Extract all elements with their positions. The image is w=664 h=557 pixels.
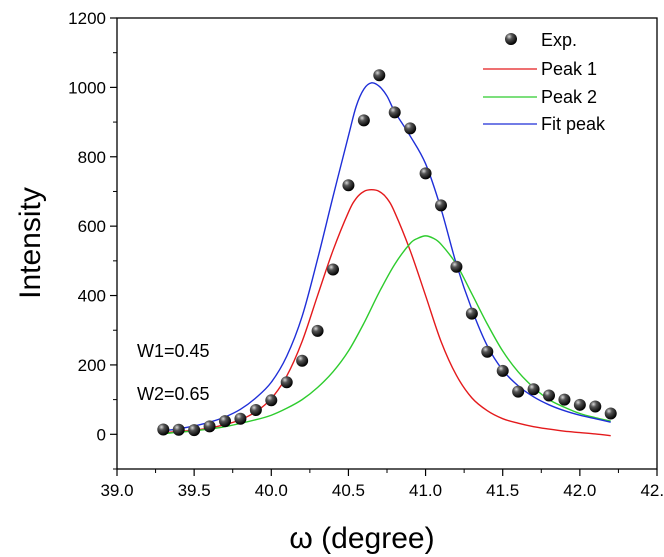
x-tick-label: 41.5 <box>486 481 519 500</box>
legend-label-exp: Exp. <box>541 30 577 50</box>
x-tick-label: 39.0 <box>100 481 133 500</box>
y-tick-label: 200 <box>78 356 106 375</box>
legend-marker-exp <box>505 33 517 45</box>
exp-point <box>172 423 185 436</box>
exp-point <box>234 412 247 425</box>
exp-point <box>543 389 555 402</box>
x-tick-label: 41.0 <box>409 481 442 500</box>
exp-point <box>188 424 201 437</box>
legend: Exp. Peak 1 Peak 2 Fit peak <box>483 30 606 134</box>
exp-point <box>527 383 540 396</box>
y-tick-label: 800 <box>78 148 106 167</box>
exp-point <box>249 404 262 417</box>
exp-point <box>558 393 571 406</box>
series-line-peak-1 <box>163 189 611 437</box>
legend-label-peak1: Peak 1 <box>541 59 597 79</box>
exp-point <box>450 260 463 273</box>
exp-point <box>357 114 370 127</box>
y-tick-label: 600 <box>78 217 106 236</box>
exp-point <box>280 376 293 389</box>
y-axis-ticks: 0 200 400 600 800 1000 1200 <box>68 9 117 470</box>
annotation-w2: W2=0.65 <box>137 384 210 404</box>
x-axis-title: ω (degree) <box>289 522 434 555</box>
y-tick-label: 0 <box>97 425 106 444</box>
exp-point <box>573 398 586 411</box>
exp-point <box>265 394 278 407</box>
series-line-peak-2 <box>163 235 611 435</box>
exp-point <box>512 385 525 398</box>
exp-point <box>604 407 617 420</box>
y-axis-title: Intensity <box>14 187 47 299</box>
annotation-w1: W1=0.45 <box>137 341 210 361</box>
exp-points <box>157 69 617 437</box>
y-tick-label: 1200 <box>68 9 106 28</box>
exp-point <box>388 106 401 119</box>
y-tick-label: 1000 <box>68 78 106 97</box>
y-tick-label: 400 <box>78 287 106 306</box>
exp-point <box>311 324 324 337</box>
exp-point <box>435 199 447 212</box>
x-tick-label: 40.0 <box>255 481 288 500</box>
exp-point <box>327 263 339 276</box>
x-tick-label: 42.5 <box>640 481 664 500</box>
x-tick-label: 42.0 <box>563 481 596 500</box>
series-lines <box>163 82 611 437</box>
exp-point <box>373 69 386 82</box>
legend-label-peak2: Peak 2 <box>541 87 597 107</box>
exp-point <box>296 354 309 367</box>
exp-point <box>589 400 602 413</box>
x-tick-label: 39.5 <box>178 481 211 500</box>
x-axis-ticks: 39.0 39.5 40.0 40.5 41.0 41.5 42.0 42.5 <box>100 469 664 500</box>
exp-point <box>419 167 432 180</box>
exp-point <box>496 364 509 377</box>
exp-point <box>157 423 170 436</box>
series-line-fit-peak <box>163 82 611 432</box>
exp-point <box>465 307 478 320</box>
exp-point <box>203 420 216 433</box>
x-tick-label: 40.5 <box>332 481 365 500</box>
exp-point <box>219 415 231 428</box>
exp-point <box>342 179 355 192</box>
exp-point <box>481 345 494 358</box>
exp-point <box>404 122 417 135</box>
legend-label-fit: Fit peak <box>541 114 606 134</box>
